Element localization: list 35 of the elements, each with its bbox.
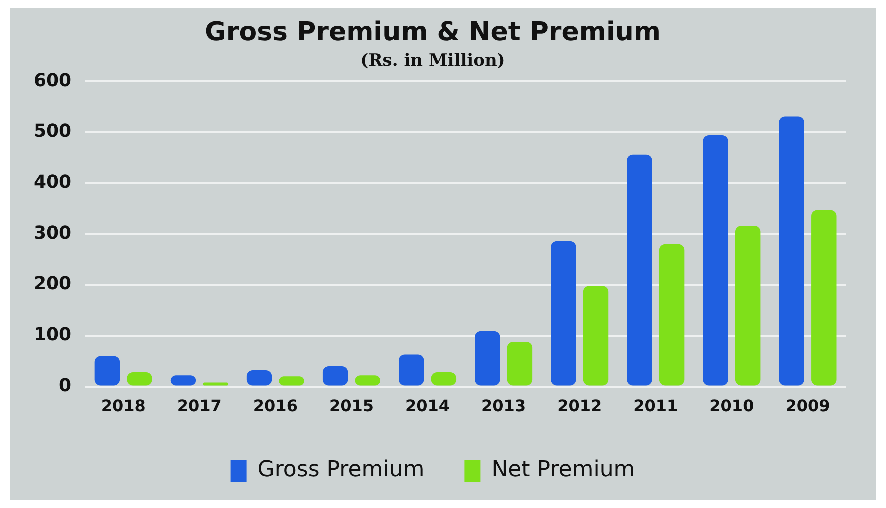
- bar: [779, 116, 804, 386]
- x-tick-label: 2016: [253, 396, 298, 416]
- chart-title: Gross Premium & Net Premium: [205, 17, 661, 48]
- y-tick-label: 100: [34, 324, 72, 346]
- bar: [94, 356, 120, 386]
- x-tick-label: 2011: [634, 396, 678, 416]
- legend-label: Net Premium: [492, 458, 636, 483]
- bar: [507, 342, 533, 386]
- y-tick-label: 400: [34, 172, 72, 194]
- x-tick-label: 2009: [786, 396, 830, 416]
- bar: [703, 136, 728, 386]
- x-tick-label: 2014: [406, 396, 450, 416]
- x-tick-label: 2010: [710, 396, 754, 416]
- y-tick-label: 300: [34, 222, 72, 244]
- y-tick-label: 0: [59, 375, 72, 396]
- x-tick-label: 2018: [101, 396, 146, 416]
- bar: [627, 154, 652, 386]
- x-tick-label: 2012: [558, 396, 602, 416]
- bar: [322, 366, 348, 386]
- legend-label: Gross Premium: [258, 458, 425, 483]
- bar: [659, 244, 685, 386]
- bar: [735, 226, 761, 386]
- bar: [475, 331, 500, 386]
- chart-subtitle: (Rs. in Million): [360, 50, 506, 71]
- y-tick-label: 500: [34, 121, 72, 142]
- x-tick-label: 2015: [329, 396, 374, 416]
- bar: [399, 354, 424, 386]
- x-tick-label: 2013: [482, 396, 526, 416]
- bar: [583, 286, 609, 386]
- y-tick-label: 600: [34, 70, 72, 92]
- bar: [812, 210, 837, 386]
- bar: [203, 382, 228, 386]
- bar: [551, 241, 576, 386]
- y-tick-label: 200: [34, 274, 72, 295]
- x-tick-label: 2017: [177, 396, 222, 416]
